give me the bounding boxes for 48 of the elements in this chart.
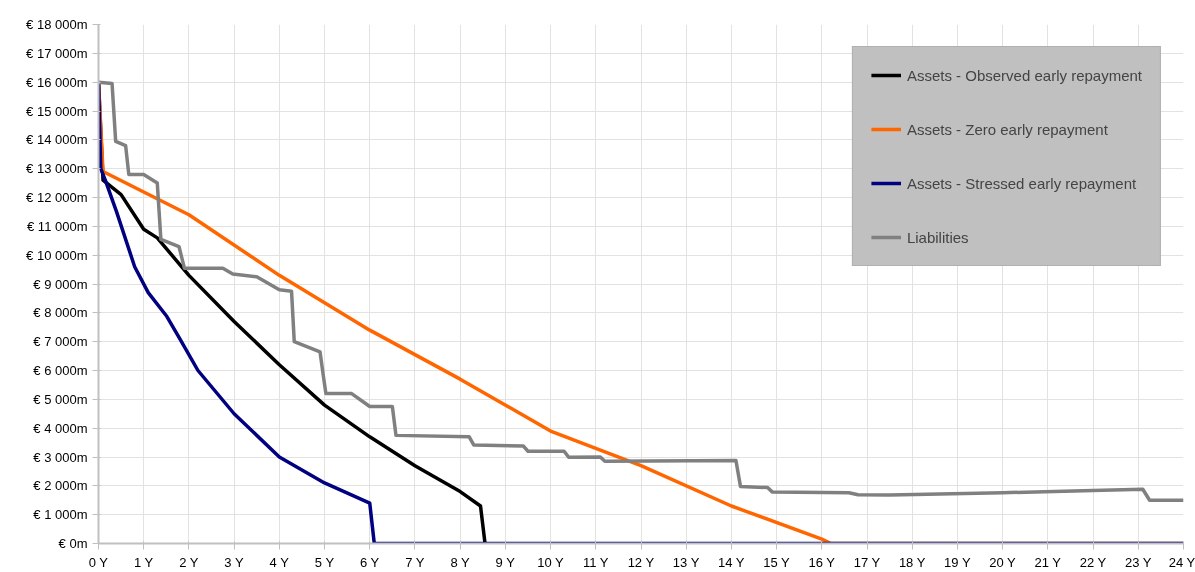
x-tick-label: 21 Y [1034,554,1062,570]
x-tick-label: 14 Y [718,554,745,570]
x-tick-label: 23 Y [1124,554,1152,570]
y-tick-label: € 3 000m [33,449,88,465]
y-tick-label: € 13 000m [26,161,88,177]
y-tick-label: € 10 000m [26,247,88,263]
x-tick-label: 12 Y [627,554,655,570]
y-tick-label: € 9 000m [33,276,88,292]
y-tick-label: € 14 000m [26,132,88,148]
x-tick-label: 1 Y [133,554,154,570]
x-tick-label: 3 Y [224,554,244,570]
y-tick-label: € 2 000m [33,478,88,494]
y-tick-label: € 0m [58,536,88,551]
x-tick-label: 6 Y [359,554,380,570]
x-tick-label: 24 Y [1168,554,1195,570]
x-tick-label: 11 Y [582,554,609,570]
y-tick-label: € 1 000m [33,507,88,523]
x-tick-label: 7 Y [405,554,425,570]
y-tick-label: € 11 000m [27,218,88,234]
x-tick-label: 5 Y [314,554,335,570]
y-tick-label: € 12 000m [26,190,88,205]
x-tick-label: 22 Y [1079,554,1107,570]
x-tick-label: 17 Y [853,554,881,570]
legend-label: Assets - Zero early repayment [906,120,1108,138]
x-tick-label: 20 Y [989,554,1017,570]
x-tick-label: 4 Y [269,554,290,570]
legend-label: Assets - Observed early repayment [906,66,1142,84]
x-tick-label: 8 Y [450,554,471,570]
x-tick-label: 16 Y [808,554,836,570]
y-tick-label: € 18 000m [26,17,88,32]
x-tick-label: 19 Y [944,554,971,570]
y-tick-label: € 7 000m [33,334,88,350]
x-tick-label: 18 Y [898,554,926,570]
legend-label: Liabilities [906,228,969,246]
y-tick-label: € 4 000m [33,420,88,436]
x-tick-label: 2 Y [179,554,199,570]
y-tick-label: € 5 000m [33,391,88,407]
x-tick-label: 0 Y [88,554,109,570]
y-tick-label: € 15 000m [26,103,88,119]
y-tick-label: € 8 000m [33,305,88,321]
x-tick-label: 9 Y [495,554,516,570]
x-tick-label: 15 Y [763,554,791,570]
y-tick-label: € 17 000m [26,45,88,61]
x-tick-label: 13 Y [672,554,700,570]
x-tick-label: 10 Y [537,554,565,570]
legend-label: Assets - Stressed early repayment [906,174,1137,192]
y-tick-label: € 6 000m [33,363,88,378]
y-tick-label: € 16 000m [26,74,88,90]
